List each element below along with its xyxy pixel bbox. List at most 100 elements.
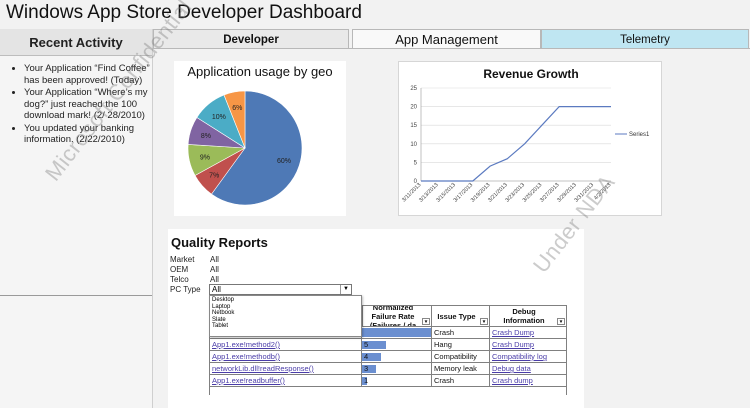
series-line: [421, 105, 611, 182]
dropdown-option[interactable]: Tablet: [212, 323, 229, 330]
pie-slice-label: 10%: [212, 114, 226, 121]
issue-type-cell: Crash: [432, 327, 490, 339]
quality-reports-title: Quality Reports: [171, 235, 268, 250]
y-tick-label: 10: [410, 142, 417, 148]
debug-info-cell[interactable]: Crash Dump: [490, 339, 567, 351]
debug-info-cell[interactable]: Debug data: [490, 363, 567, 375]
dropdown-option[interactable]: Netbook: [212, 310, 235, 317]
failure-rate-cell: 3: [362, 363, 432, 375]
failure-rate-cell: 1: [362, 375, 432, 387]
dropdown-option[interactable]: Desktop: [212, 297, 235, 303]
failure-rate-cell: 5: [362, 339, 432, 351]
issue-type-cell: Hang: [432, 339, 490, 351]
quality-table: Normalized Failure Rate (Failures / da ▾…: [209, 305, 567, 399]
tab-telemetry[interactable]: Telemetry: [541, 29, 749, 49]
failure-rate-cell: 4: [362, 351, 432, 363]
filter-dropdown-icon[interactable]: ▾: [480, 318, 488, 325]
legend-label: Series1: [629, 132, 650, 138]
line-chart: 05101520253/11/20133/13/20133/15/20133/1…: [401, 86, 650, 204]
failure-rate-bar: [362, 328, 431, 337]
column-header-debug-info[interactable]: Debug Information ▾: [490, 305, 567, 327]
method-link[interactable]: networkLib.dll!readResponse(): [212, 364, 314, 373]
debug-info-cell[interactable]: Crash dump: [490, 375, 567, 387]
recent-activity-sidebar: Recent Activity Your Application “Find C…: [0, 29, 153, 408]
quality-reports-panel: Quality Reports Market All OEM All Telco…: [168, 229, 584, 408]
failure-rate-value: 1: [364, 376, 369, 385]
failure-rate-bar: [362, 364, 377, 373]
failure-rate-value: 4: [364, 352, 369, 361]
app-title: Windows App Store Developer Dashboard: [6, 2, 362, 23]
pie-slice-label: 8%: [201, 133, 211, 140]
dropdown-option[interactable]: Slate: [212, 316, 226, 323]
activity-item: Your Application “Find Coffee” has been …: [24, 63, 150, 86]
activity-list: Your Application “Find Coffee” has been …: [0, 63, 150, 147]
revenue-chart-title: Revenue Growth: [483, 67, 579, 81]
geo-usage-chart: Application usage by geo 60% 7% 9% 8% 10% 6%: [174, 61, 346, 216]
tab-app-management[interactable]: App Management: [352, 29, 541, 49]
sidebar-divider: [0, 295, 152, 296]
method-link[interactable]: App1.exe!method2(): [212, 340, 280, 349]
table-row[interactable]: App1.exe!method2() 5 Hang Crash Dump: [209, 339, 567, 351]
pie-slice-label: 9%: [200, 154, 210, 161]
filter-label-telco: Telco: [170, 275, 189, 284]
column-header-failure-rate[interactable]: Normalized Failure Rate (Failures / da ▾: [362, 305, 432, 327]
debug-info-cell[interactable]: Compatibility log: [490, 351, 567, 363]
pc-type-options: Desktop Laptop Netbook Slate Tablet: [209, 295, 362, 337]
issue-type-cell: Compatibility: [432, 351, 490, 363]
y-tick-label: 25: [410, 86, 417, 92]
pie-slice: [223, 90, 246, 149]
method-cell[interactable]: App1.exe!method2(): [209, 339, 362, 351]
method-link[interactable]: App1.exe!methodb(): [212, 352, 280, 361]
activity-item: Your Application “Where’s my dog?” just …: [24, 87, 150, 122]
pie-slice: [211, 90, 303, 206]
filter-label-oem: OEM: [170, 265, 189, 274]
filter-value-oem[interactable]: All: [210, 265, 219, 274]
recent-activity-heading: Recent Activity: [0, 29, 152, 56]
y-tick-label: 5: [414, 160, 418, 166]
filter-label-market: Market: [170, 255, 195, 264]
y-tick-label: 15: [410, 123, 417, 129]
pie-slice-label: 6%: [232, 105, 242, 112]
issue-type-cell: Memory leak: [432, 363, 490, 375]
method-cell[interactable]: networkLib.dll!readResponse(): [209, 363, 362, 375]
dropdown-option[interactable]: Laptop: [212, 303, 231, 310]
filter-value-market[interactable]: All: [210, 255, 219, 264]
debug-link[interactable]: Compatibility log: [492, 352, 548, 361]
debug-link[interactable]: Crash Dump: [492, 340, 535, 349]
pie-slice-label: 7%: [209, 173, 219, 180]
pie-chart: 60% 7% 9% 8% 10% 6%: [187, 90, 303, 206]
table-row[interactable]: networkLib.dll!readResponse() 3 Memory lea…: [209, 363, 567, 375]
failure-rate-value: 3: [364, 364, 369, 373]
y-tick-label: 20: [410, 105, 417, 111]
method-cell[interactable]: App1.exe!readbuffer(): [209, 375, 362, 387]
column-header-issue-type[interactable]: Issue Type ▾: [432, 305, 490, 327]
table-empty-row: [209, 387, 567, 395]
method-cell[interactable]: App1.exe!methodb(): [209, 351, 362, 363]
debug-link[interactable]: Crash Dump: [492, 328, 535, 337]
filter-value-telco[interactable]: All: [210, 275, 219, 284]
debug-link[interactable]: Crash dump: [492, 376, 533, 385]
pc-type-select[interactable]: All ▼: [209, 284, 352, 295]
failure-rate-bar: [362, 352, 382, 361]
geo-chart-title: Application usage by geo: [187, 64, 333, 79]
tab-developer[interactable]: Developer: [153, 29, 349, 49]
failure-rate-cell: [362, 327, 432, 339]
chevron-down-icon[interactable]: ▼: [340, 285, 351, 294]
activity-item: You updated your banking information. (2…: [24, 123, 150, 146]
failure-rate-bar: [362, 340, 386, 349]
failure-rate-bar: [362, 376, 367, 385]
revenue-growth-chart: Revenue Growth 0 5 10 15 20 25 3/11/2013 3/13/2…: [398, 61, 662, 216]
table-row[interactable]: App1.exe!methodb() 4 Compatibility Compatib…: [209, 351, 567, 363]
filter-dropdown-icon[interactable]: ▾: [557, 318, 565, 325]
debug-info-cell[interactable]: Crash Dump: [490, 327, 567, 339]
failure-rate-value: 5: [364, 340, 369, 349]
y-tick-label: 0: [414, 179, 418, 185]
pie-slice-label: 60%: [277, 158, 291, 165]
filter-dropdown-icon[interactable]: ▾: [422, 318, 430, 325]
debug-link[interactable]: Debug data: [492, 364, 531, 373]
filter-label-pc-type: PC Type: [170, 285, 201, 294]
tab-underline: [153, 48, 750, 49]
method-link[interactable]: App1.exe!readbuffer(): [212, 376, 285, 385]
table-row[interactable]: App1.exe!readbuffer() 1 Crash Crash dump: [209, 375, 567, 387]
issue-type-cell: Crash: [432, 375, 490, 387]
